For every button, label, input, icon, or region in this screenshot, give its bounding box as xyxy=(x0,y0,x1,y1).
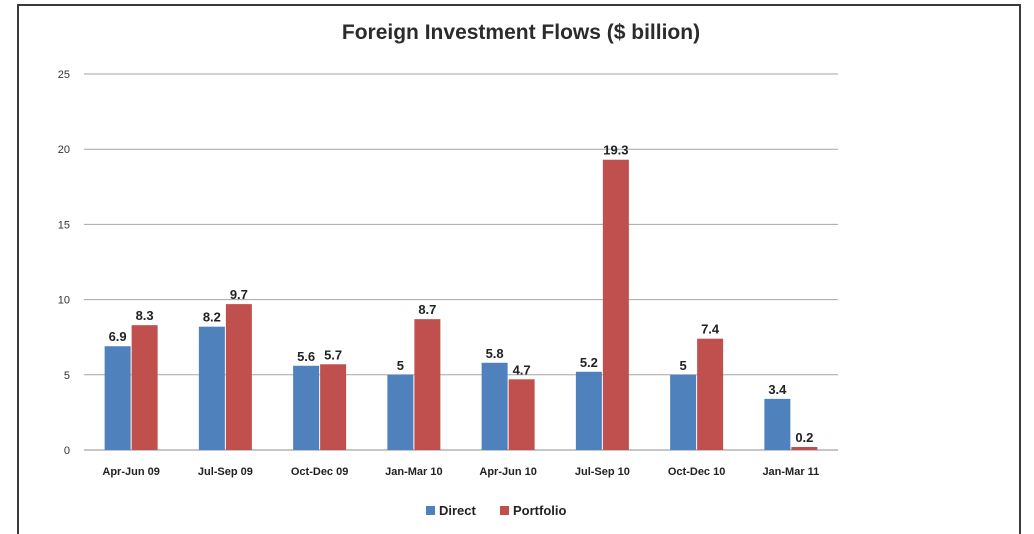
x-axis-ticks: Apr-Jun 09 Jul-Sep 09 Oct-Dec 09 Jan-Mar 10… xyxy=(102,466,819,478)
data-label: 4.7 xyxy=(513,362,531,377)
bar-portfolio xyxy=(320,364,347,450)
bar-portfolio xyxy=(414,319,441,450)
legend-swatch-direct xyxy=(426,506,435,515)
data-labels: 6.9 8.3 8.2 9.7 5.6 5.7 5 8.7 5.8 4.7 5.2 19.3 5 7.4 3… xyxy=(109,143,814,445)
bar-direct xyxy=(481,362,508,450)
bars xyxy=(104,159,818,450)
data-label: 7.4 xyxy=(701,322,720,337)
bar-portfolio xyxy=(602,159,629,450)
y-tick-label: 10 xyxy=(58,295,70,307)
data-label: 8.2 xyxy=(203,310,221,325)
data-label: 5 xyxy=(397,358,404,373)
bar-portfolio xyxy=(131,325,158,450)
bar-direct xyxy=(293,365,320,450)
data-label: 8.3 xyxy=(136,308,154,323)
data-label: 6.9 xyxy=(109,329,127,344)
data-label: 5 xyxy=(680,358,687,373)
x-tick-label: Jul-Sep 10 xyxy=(575,466,630,478)
bar-portfolio xyxy=(508,379,535,450)
y-tick-label: 25 xyxy=(58,69,70,81)
bar-direct xyxy=(575,371,602,450)
x-tick-label: Jan-Mar 11 xyxy=(762,466,819,478)
x-tick-label: Apr-Jun 09 xyxy=(102,466,159,478)
bar-direct xyxy=(764,398,791,450)
y-tick-label: 0 xyxy=(64,445,70,457)
bar-direct xyxy=(670,374,697,450)
bar-direct xyxy=(198,326,225,450)
data-label: 19.3 xyxy=(603,143,628,158)
bar-direct xyxy=(104,346,131,450)
bar-portfolio xyxy=(225,304,252,450)
data-label: 8.7 xyxy=(418,302,436,317)
bar-portfolio xyxy=(791,446,818,450)
data-label: 3.4 xyxy=(768,382,787,397)
data-label: 9.7 xyxy=(230,287,248,302)
x-tick-label: Oct-Dec 09 xyxy=(291,466,348,478)
y-tick-label: 20 xyxy=(58,144,70,156)
x-tick-label: Jul-Sep 09 xyxy=(198,466,253,478)
gridlines xyxy=(84,73,838,451)
x-tick-label: Apr-Jun 10 xyxy=(479,466,536,478)
bar-direct xyxy=(387,374,414,450)
x-tick-label: Jan-Mar 10 xyxy=(385,466,442,478)
data-label: 0.2 xyxy=(795,430,813,445)
x-tick-label: Oct-Dec 10 xyxy=(668,466,725,478)
data-label: 5.2 xyxy=(580,355,598,370)
legend-swatch-portfolio xyxy=(500,506,509,515)
bar-portfolio xyxy=(697,338,724,450)
legend: Direct Portfolio xyxy=(426,503,566,518)
y-tick-label: 5 xyxy=(64,370,70,382)
y-tick-label: 15 xyxy=(58,219,70,231)
data-label: 5.6 xyxy=(297,349,315,364)
chart-title: Foreign Investment Flows ($ billion) xyxy=(342,21,700,44)
data-label: 5.7 xyxy=(324,347,342,362)
data-label: 5.8 xyxy=(486,346,504,361)
legend-label-portfolio: Portfolio xyxy=(513,503,566,518)
legend-label-direct: Direct xyxy=(439,503,477,518)
y-axis-ticks: 0 5 10 15 20 25 xyxy=(58,69,70,457)
